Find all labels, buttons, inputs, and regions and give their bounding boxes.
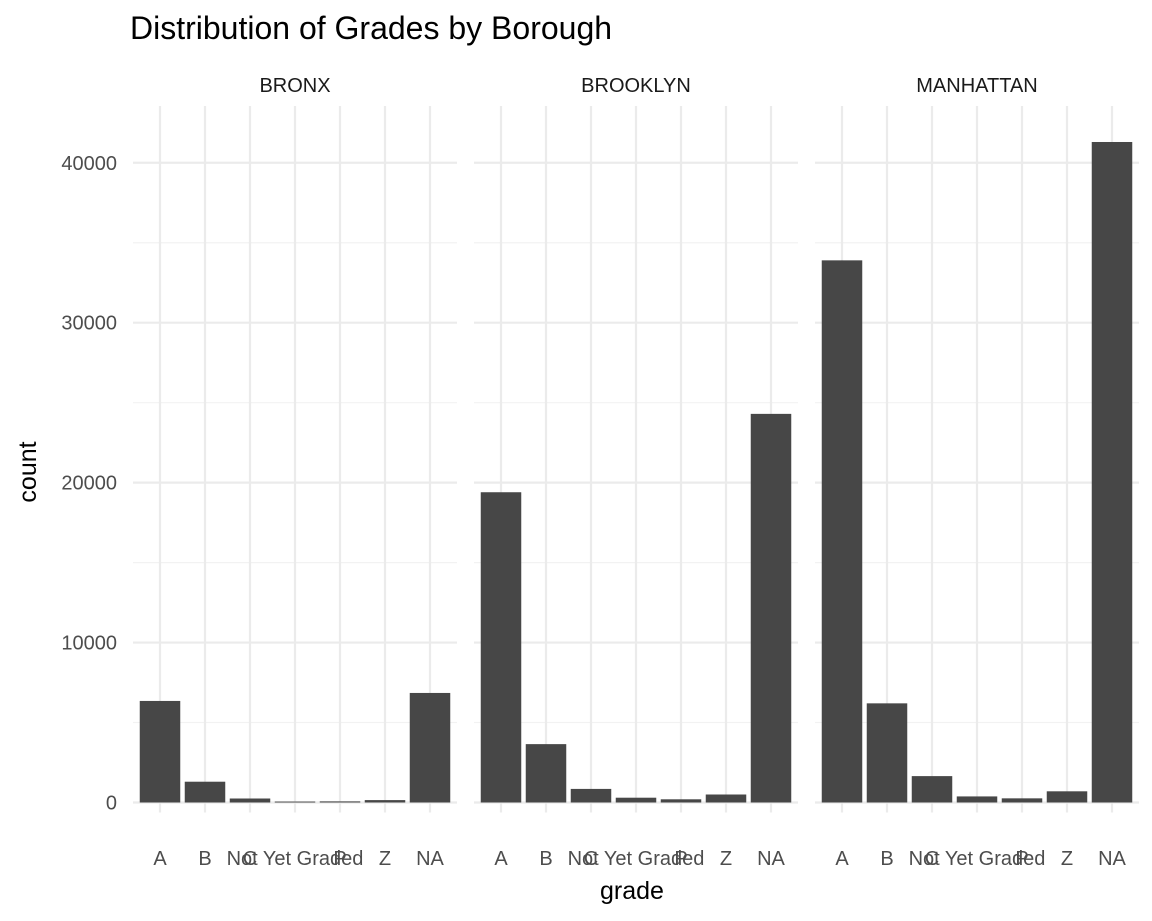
bar-manhattan-not-yet-graded — [956, 796, 998, 803]
x-tick-label: Z — [1061, 848, 1073, 870]
facet-strip-label: BROOKLYN — [581, 75, 691, 97]
y-axis: 0 10000 20000 30000 40000 — [61, 153, 117, 815]
bar-manhattan-b — [866, 703, 908, 803]
bar-brooklyn-na — [750, 413, 792, 803]
x-tick-label: Not Yet Graded — [568, 848, 705, 870]
bar-bronx-p — [319, 801, 361, 803]
facet-strip-label: MANHATTAN — [916, 75, 1037, 97]
bar-manhattan-p — [1001, 798, 1043, 803]
x-tick-label: NA — [416, 848, 444, 870]
x-tick-label: NA — [757, 848, 785, 870]
bar-brooklyn-p — [660, 799, 702, 803]
x-axis-title: grade — [600, 877, 664, 905]
bar-brooklyn-c — [570, 788, 612, 803]
x-tick-label: B — [880, 848, 893, 870]
bar-bronx-a — [139, 700, 181, 803]
x-tick-label: B — [198, 848, 211, 870]
bar-brooklyn-a — [480, 492, 522, 803]
y-tick-label: 20000 — [61, 473, 117, 495]
y-tick-label: 40000 — [61, 153, 117, 175]
x-tick-label: Z — [720, 848, 732, 870]
bar-manhattan-c — [911, 776, 953, 803]
x-tick-label: Z — [379, 848, 391, 870]
x-tick-label: B — [539, 848, 552, 870]
x-tick-label: P — [674, 848, 687, 870]
chart-title: Distribution of Grades by Borough — [130, 10, 612, 46]
x-tick-label: P — [1015, 848, 1028, 870]
y-tick-label: 30000 — [61, 313, 117, 335]
y-tick-label: 0 — [106, 793, 117, 815]
bar-bronx-c — [229, 798, 271, 803]
bar-manhattan-na — [1091, 141, 1133, 803]
facet-strip-label: BRONX — [259, 75, 330, 97]
x-tick-label: A — [153, 848, 167, 870]
x-tick-label: P — [333, 848, 346, 870]
x-tick-label: C — [243, 848, 257, 870]
bar-bronx-not-yet-graded — [274, 801, 316, 803]
x-tick-label: C — [925, 848, 939, 870]
bar-bronx-z — [364, 800, 406, 803]
x-tick-label: Not Yet Graded — [909, 848, 1046, 870]
bar-bronx-b — [184, 781, 226, 803]
x-tick-label: NA — [1098, 848, 1126, 870]
x-tick-label: Not Yet Graded — [227, 848, 364, 870]
x-tick-label: C — [584, 848, 598, 870]
bar-brooklyn-z — [705, 794, 747, 803]
x-tick-label: A — [494, 848, 508, 870]
bar-bronx-na — [409, 692, 451, 803]
y-axis-title: count — [14, 441, 42, 502]
y-tick-label: 10000 — [61, 633, 117, 655]
bar-manhattan-z — [1046, 791, 1088, 803]
bar-brooklyn-not-yet-graded — [615, 797, 657, 803]
x-tick-label: A — [835, 848, 849, 870]
bar-manhattan-a — [821, 260, 863, 803]
bar-brooklyn-b — [525, 744, 567, 803]
